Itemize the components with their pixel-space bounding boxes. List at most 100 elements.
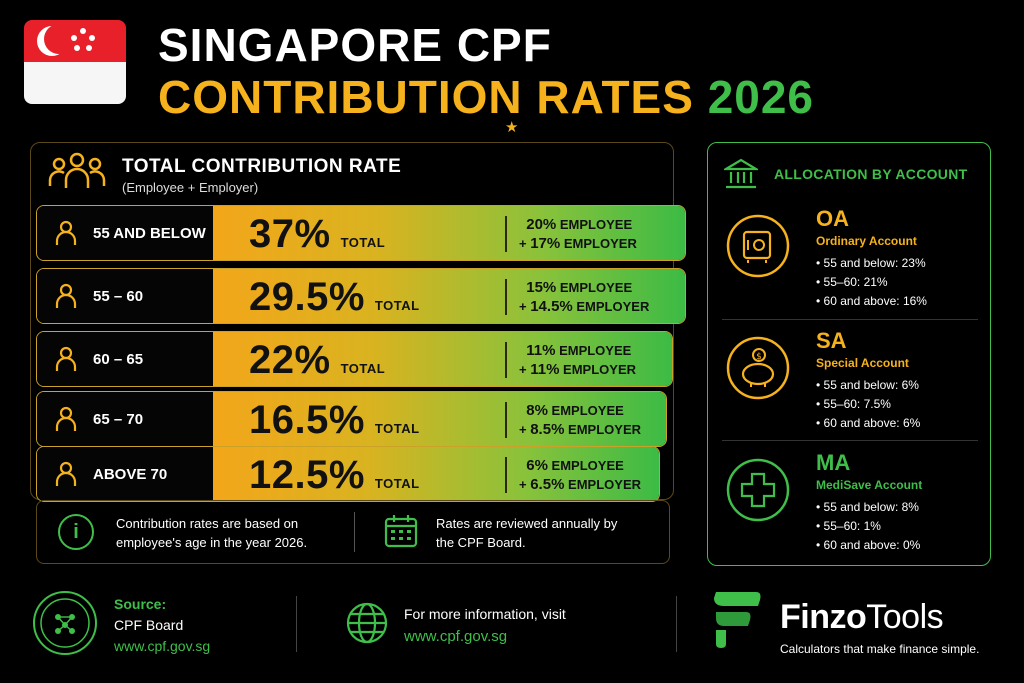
employee-label: EMPLOYEE xyxy=(551,403,624,418)
rate-split: 11% EMPLOYEE + 11% EMPLOYER xyxy=(519,342,637,378)
singapore-flag xyxy=(24,20,126,104)
account-code: OA xyxy=(816,206,849,231)
list-item: 55–60: 7.5% xyxy=(816,395,920,414)
account-name: Ordinary Account xyxy=(816,234,917,248)
employee-label: EMPLOYEE xyxy=(559,217,633,232)
rate-divider xyxy=(505,402,507,438)
employer-rate: 14.5% xyxy=(530,298,573,315)
allocation-title: ALLOCATION BY ACCOUNT xyxy=(774,166,968,182)
age-group-label: 65 – 70 xyxy=(93,410,144,428)
list-item: 60 and above: 6% xyxy=(816,414,921,433)
employee-rate: 20% xyxy=(526,216,557,233)
brand-tagline: Calculators that make finance simple. xyxy=(780,642,980,656)
account-allocation-list: 55 and below: 23% 55–60: 21% 60 and abov… xyxy=(816,254,927,311)
employee-rate: 6% xyxy=(526,457,548,474)
source-name: CPF Board xyxy=(114,617,184,633)
employer-label: EMPLOYER xyxy=(576,299,650,314)
list-item: 55 and below: 6% xyxy=(816,376,920,395)
employee-label: EMPLOYEE xyxy=(551,458,624,473)
account-name: MediSave Account xyxy=(816,478,923,492)
rate-split: 8% EMPLOYEE + 8.5% EMPLOYER xyxy=(519,402,642,438)
total-rate-value: 22% TOTAL xyxy=(249,338,385,383)
employee-rate: 15% xyxy=(526,279,557,296)
total-rate-number: 12.5% xyxy=(249,453,365,497)
total-rate-value: 12.5% TOTAL xyxy=(249,453,420,498)
age-group-label: 55 – 60 xyxy=(93,287,144,305)
finzotools-logo-icon xyxy=(714,592,761,648)
account-divider xyxy=(722,440,978,441)
rate-row: 65 – 70 16.5% TOTAL 8% EMPLOYEE + 8.5% EMPL… xyxy=(36,391,667,447)
rate-row: 55 AND BELOW 37% TOTAL 20% EMPLOYEE + 17% E… xyxy=(36,205,686,261)
account-oa: OA Ordinary Account 55 and below: 23% 55… xyxy=(708,202,990,322)
total-label: TOTAL xyxy=(340,235,386,250)
rate-split: 20% EMPLOYEE + 17% EMPLOYER xyxy=(519,216,637,252)
account-allocation-list: 55 and below: 6% 55–60: 7.5% 60 and abov… xyxy=(816,376,921,433)
rate-bar: 37% TOTAL 20% EMPLOYEE + 17% EMPLOYER xyxy=(213,206,685,260)
age-group-cell: 55 – 60 xyxy=(37,269,213,323)
rate-divider xyxy=(505,457,507,493)
footer-divider xyxy=(676,596,677,652)
account-code: SA xyxy=(816,328,847,353)
note-age-basis: Contribution rates are based on employee… xyxy=(116,516,308,550)
medical-cross-icon xyxy=(726,458,790,522)
employee-label: EMPLOYEE xyxy=(559,343,632,358)
total-rate-value: 29.5% TOTAL xyxy=(249,275,420,320)
total-rate-title: TOTAL CONTRIBUTION RATE xyxy=(122,156,402,177)
account-ma: MA MediSave Account 55 and below: 8% 55–… xyxy=(708,446,990,566)
age-group-cell: 55 AND BELOW xyxy=(37,206,213,260)
source-link[interactable]: www.cpf.gov.sg xyxy=(114,638,211,654)
account-divider xyxy=(722,319,978,320)
rate-divider xyxy=(505,279,507,315)
notes-box xyxy=(36,500,670,564)
list-item: 55 and below: 8% xyxy=(816,498,920,517)
total-label: TOTAL xyxy=(374,298,420,313)
employer-rate: 6.5% xyxy=(530,476,565,493)
employer-rate: 11% xyxy=(530,361,560,378)
list-item: 60 and above: 0% xyxy=(816,536,921,555)
total-rate-value: 37% TOTAL xyxy=(249,212,385,257)
person-icon xyxy=(55,283,77,308)
rate-split: 15% EMPLOYEE + 14.5% EMPLOYER xyxy=(519,279,650,315)
svg-text:$: $ xyxy=(756,352,762,362)
info-icon: i xyxy=(58,514,94,550)
rate-bar: 16.5% TOTAL 8% EMPLOYEE + 8.5% EMPLOYER xyxy=(213,392,666,446)
rate-bar: 22% TOTAL 11% EMPLOYEE + 11% EMPLOYER xyxy=(213,332,672,386)
star-icon: ★ xyxy=(505,119,519,136)
brand-name-light: Tools xyxy=(866,598,944,636)
person-icon xyxy=(55,461,77,486)
list-item: 55–60: 21% xyxy=(816,273,927,292)
employee-rate: 8% xyxy=(526,402,548,419)
brand-name: FinzoTools xyxy=(780,598,944,637)
rate-row: ABOVE 70 12.5% TOTAL 6% EMPLOYEE + 6.5% EMP… xyxy=(36,446,660,502)
rate-split: 6% EMPLOYEE + 6.5% EMPLOYER xyxy=(519,457,642,493)
people-group-icon xyxy=(48,152,106,188)
employer-label: EMPLOYER xyxy=(568,422,642,437)
person-icon xyxy=(55,220,77,245)
title-year: 2026 xyxy=(707,71,815,123)
employer-rate: 17% xyxy=(530,235,561,252)
more-info-link[interactable]: www.cpf.gov.sg xyxy=(404,628,508,645)
person-icon xyxy=(55,406,77,431)
bank-building-icon xyxy=(724,158,758,189)
employer-rate: 8.5% xyxy=(530,421,565,438)
account-name: Special Account xyxy=(816,356,909,370)
notes-divider xyxy=(354,512,355,552)
title-contribution-rates: CONTRIBUTION RATES xyxy=(158,71,694,123)
total-label: TOTAL xyxy=(374,421,420,436)
age-group-label: ABOVE 70 xyxy=(93,465,168,483)
person-icon xyxy=(55,346,77,371)
age-group-cell: ABOVE 70 xyxy=(37,447,213,501)
employer-label: EMPLOYER xyxy=(568,477,642,492)
account-sa: $ SA Special Account 55 and below: 6% 55… xyxy=(708,324,990,444)
total-rate-number: 16.5% xyxy=(249,398,365,442)
rate-bar: 29.5% TOTAL 15% EMPLOYEE + 14.5% EMPLOYER xyxy=(213,269,685,323)
page-title-line1: SINGAPORE CPF xyxy=(158,19,552,71)
note-review: Rates are reviewed annually by the CPF B… xyxy=(436,516,618,550)
rate-divider xyxy=(505,216,507,252)
rate-divider xyxy=(505,342,507,378)
total-rate-number: 37% xyxy=(249,212,331,256)
list-item: 55 and below: 23% xyxy=(816,254,927,273)
allocation-panel xyxy=(707,142,991,566)
age-group-cell: 60 – 65 xyxy=(37,332,213,386)
list-item: 60 and above: 16% xyxy=(816,292,927,311)
